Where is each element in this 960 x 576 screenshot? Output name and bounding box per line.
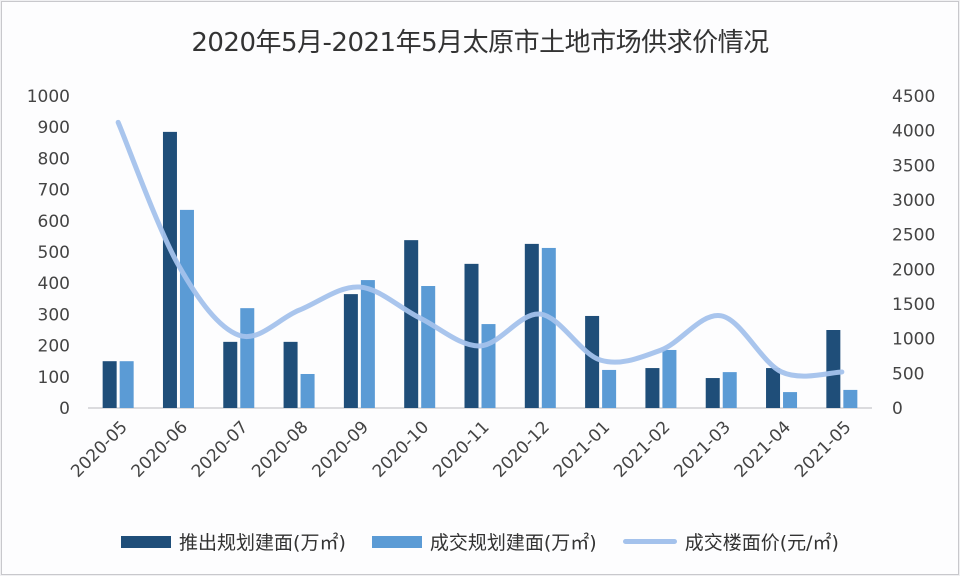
- left-axis-tick: 0: [59, 399, 70, 419]
- legend-item-price: 成交楼面价(元/㎡): [622, 528, 839, 555]
- bar-deal: [541, 247, 556, 408]
- x-axis-tick: 2020-07: [188, 417, 252, 481]
- x-axis-tick: 2020-08: [248, 417, 312, 481]
- x-axis-tick: 2021-01: [550, 417, 614, 481]
- left-axis-tick: 100: [38, 368, 70, 388]
- legend-swatch-price: [622, 539, 677, 544]
- bar-supply: [283, 341, 298, 408]
- x-axis-tick: 2020-06: [128, 417, 192, 481]
- right-axis-tick: 2000: [892, 260, 935, 280]
- left-axis-tick: 700: [38, 181, 70, 201]
- bar-supply: [464, 263, 479, 408]
- right-axis-tick: 1500: [892, 295, 935, 315]
- left-axis-tick: 1000: [27, 87, 70, 107]
- bar-deal: [421, 286, 436, 408]
- right-axis-tick: 3000: [892, 191, 935, 211]
- bar-supply: [826, 330, 841, 408]
- bar-deal: [602, 369, 617, 408]
- x-axis-tick: 2020-09: [309, 417, 373, 481]
- bar-supply: [524, 243, 539, 408]
- right-axis-tick: 2500: [892, 226, 935, 246]
- legend-label-deal: 成交规划建面(万㎡): [429, 532, 597, 554]
- left-axis-tick: 900: [38, 118, 70, 138]
- left-axis-tick: 400: [38, 274, 70, 294]
- legend-swatch-supply: [121, 535, 172, 548]
- bar-deal: [300, 373, 315, 408]
- x-axis-tick: 2021-04: [731, 417, 795, 481]
- x-axis-tick: 2020-12: [489, 417, 553, 481]
- price-line: [115, 119, 845, 379]
- left-axis-tick: 800: [38, 149, 70, 169]
- right-axis-tick: 1000: [892, 330, 935, 350]
- bar-supply: [223, 341, 238, 408]
- legend-label-price: 成交楼面价(元/㎡): [684, 532, 839, 554]
- chart-title: 2020年5月-2021年5月太原市土地市场供求价情况: [191, 28, 769, 58]
- legend-item-supply: 推出规划建面(万㎡): [121, 528, 346, 555]
- right-axis-tick: 4000: [892, 122, 935, 142]
- legend: 推出规划建面(万㎡) 成交规划建面(万㎡) 成交楼面价(元/㎡): [0, 528, 960, 555]
- left-axis-tick: 500: [38, 243, 70, 263]
- x-axis-tick: 2021-05: [791, 417, 855, 481]
- left-axis-tick: 600: [38, 212, 70, 232]
- bar-supply: [162, 131, 177, 408]
- x-axis-tick: 2020-05: [67, 417, 131, 481]
- bar-supply: [645, 368, 660, 408]
- bar-deal: [843, 389, 858, 408]
- bar-deal: [119, 361, 134, 408]
- legend-item-deal: 成交规划建面(万㎡): [371, 528, 597, 555]
- bar-deal: [179, 209, 194, 408]
- left-axis-tick: 200: [38, 337, 70, 357]
- bar-supply: [585, 315, 600, 408]
- bar-deal: [360, 280, 375, 408]
- bar-supply: [404, 240, 419, 408]
- bar-supply: [102, 361, 117, 408]
- bar-deal: [481, 324, 496, 408]
- bar-supply: [343, 294, 358, 408]
- right-axis-tick: 500: [892, 364, 924, 384]
- right-axis-tick: 4500: [892, 87, 935, 107]
- left-axis-tick: 300: [38, 305, 70, 325]
- x-axis-tick: 2021-02: [610, 417, 674, 481]
- bar-deal: [783, 392, 798, 408]
- x-axis-tick: 2020-10: [369, 417, 433, 481]
- bar-deal: [662, 349, 677, 408]
- legend-label-supply: 推出规划建面(万㎡): [179, 532, 346, 554]
- x-axis-tick: 2021-03: [670, 417, 734, 481]
- bar-supply: [766, 368, 781, 408]
- right-axis-tick: 3500: [892, 156, 935, 176]
- bar-deal: [240, 308, 255, 408]
- legend-swatch-deal: [371, 535, 422, 548]
- bar-deal: [722, 372, 737, 408]
- bar-supply: [705, 378, 720, 408]
- x-axis-tick: 2020-11: [429, 417, 493, 481]
- right-axis-tick: 0: [892, 399, 903, 419]
